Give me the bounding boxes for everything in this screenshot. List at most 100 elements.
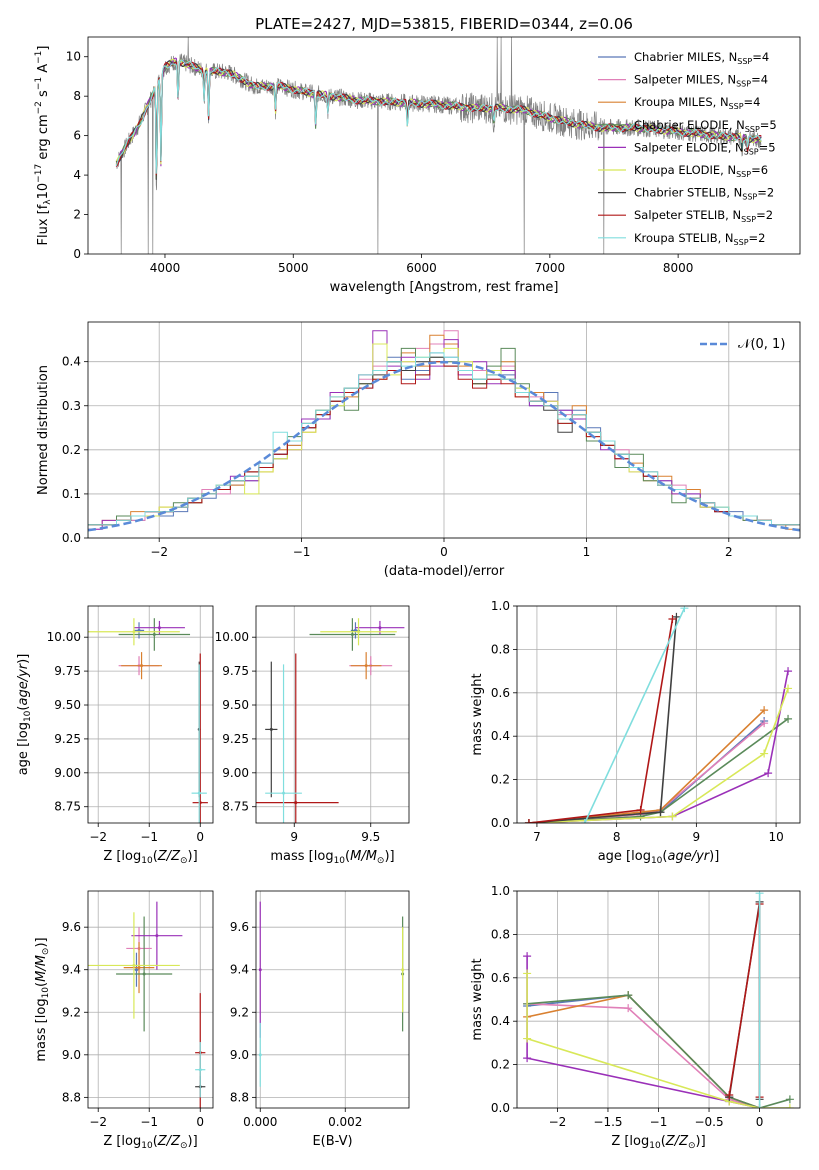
x-axis-label: mass [log10(M/M⊙)] xyxy=(270,849,394,866)
axes-spectrum: 4000 5000 6000 7000 8000 0 2 4 6 8 10 wavelength [A… xyxy=(34,36,801,295)
data-point xyxy=(269,727,273,731)
plus-marker xyxy=(784,714,793,723)
figure-title: PLATE=2427, MJD=53815, FIBERID=0344, z=0… xyxy=(255,15,633,33)
data-point xyxy=(142,972,146,976)
x-tick-label: 0.000 xyxy=(243,1115,277,1129)
label-part: =5 xyxy=(759,140,776,154)
y-tick-label: 4 xyxy=(73,168,81,182)
normal-reference-curve xyxy=(88,360,800,532)
axes-age_vs_mass: 9 9.5 8.75 9.00 9.25 9.50 9.75 10.00 mass [log10… xyxy=(215,605,410,866)
x-tick-label: 4000 xyxy=(150,261,181,275)
data-point xyxy=(152,632,156,636)
label-part: Kroupa STELIB, N xyxy=(634,231,734,245)
y-tick-label: 8 xyxy=(73,89,81,103)
axes-frame xyxy=(87,36,801,255)
axes-frame xyxy=(516,605,801,824)
y-axis-label: mass weight xyxy=(470,673,485,755)
label-part: 10 xyxy=(649,1141,661,1151)
y-tick-label: 8.8 xyxy=(230,1090,249,1104)
label-part: 10 xyxy=(23,710,33,722)
plus-marker xyxy=(680,606,689,613)
label-part: ( xyxy=(16,706,31,711)
y-tick-label: 0.2 xyxy=(491,1058,510,1072)
label-part: =2 xyxy=(756,208,773,222)
line-series-5 xyxy=(526,956,760,1108)
plot-area xyxy=(524,606,793,823)
label-part: ⊙ xyxy=(41,948,51,956)
y-tick-label: 10 xyxy=(66,50,81,64)
label-part: )] xyxy=(16,654,31,664)
label-part: mass [log xyxy=(34,998,49,1061)
label-part: ⊙ xyxy=(180,856,188,866)
x-tick-label: 7000 xyxy=(535,261,566,275)
y-tick-label: 9.50 xyxy=(54,698,81,712)
label-part: SSP xyxy=(737,57,752,66)
label-part: ( xyxy=(345,849,350,864)
plus-marker xyxy=(725,1090,734,1099)
grid xyxy=(88,891,213,1108)
data-point xyxy=(357,630,361,634)
y-tick-label: 9.75 xyxy=(54,664,81,678)
y-tick-label: 9.2 xyxy=(62,1005,81,1019)
data-point xyxy=(401,968,405,972)
plus-marker xyxy=(580,819,589,823)
line-series-9 xyxy=(584,607,686,823)
y-axis-label: Flux [fλ10−17 erg cm−2 s−1 A−1] xyxy=(34,46,53,246)
label-part: =2 xyxy=(757,186,774,200)
plus-marker xyxy=(760,749,769,758)
model-spectrum-9 xyxy=(115,59,762,174)
plus-marker xyxy=(636,805,645,814)
label-part: Chabrier ELODIE, N xyxy=(634,118,745,132)
plot-area xyxy=(523,891,794,1108)
grid xyxy=(517,890,800,1109)
plus-marker xyxy=(760,719,769,728)
y-tick-label: 10.00 xyxy=(215,630,249,644)
label-part: SSP xyxy=(745,125,760,134)
plus-marker xyxy=(624,991,633,1000)
label-part: M/M xyxy=(34,955,49,982)
label-part: Z [log xyxy=(103,1134,141,1149)
label-part: age [log xyxy=(598,849,651,864)
label-part: SSP xyxy=(734,238,749,247)
plus-marker xyxy=(524,819,533,823)
y-tick-label: 1.0 xyxy=(491,599,510,613)
y-tick-label: 0.0 xyxy=(491,1101,510,1115)
plot-area xyxy=(88,330,800,538)
label-part: =5 xyxy=(760,118,777,132)
x-tick-label: 9.5 xyxy=(361,830,380,844)
label-part: SSP xyxy=(736,170,751,179)
legend-label: Salpeter MILES, NSSP=4 xyxy=(634,73,768,89)
label-part: =4 xyxy=(751,73,768,87)
x-tick-label: −2 xyxy=(89,830,107,844)
label-part: SSP xyxy=(729,102,744,111)
plus-marker xyxy=(760,706,769,715)
y-tick-label: 6 xyxy=(73,129,81,143)
label-part: Kroupa MILES, N xyxy=(634,95,729,109)
axes-frame xyxy=(255,605,410,824)
x-tick-label: −1.5 xyxy=(593,1115,622,1129)
x-tick-label: 0 xyxy=(440,545,448,559)
plus-marker xyxy=(755,1104,764,1108)
label-part: ⊙ xyxy=(688,1141,696,1151)
y-tick-label: 1.0 xyxy=(491,884,510,898)
y-tick-label: 9.00 xyxy=(54,766,81,780)
x-tick-label: 8 xyxy=(613,830,621,844)
y-tick-label: 10.00 xyxy=(47,630,81,644)
axes-residual_histogram: −2 −1 0 1 2 0.0 0.1 0.2 0.3 0.4 𝒩(0, 1) (data-model… xyxy=(36,321,801,579)
line-series-6 xyxy=(528,688,789,823)
grid xyxy=(517,605,800,824)
data-point xyxy=(140,664,144,668)
legend-label: 𝒩(0, 1) xyxy=(738,337,785,352)
y-tick-label: 0.6 xyxy=(491,686,510,700)
label-part: −17 xyxy=(34,164,44,183)
label-part: age [log xyxy=(16,722,31,775)
y-tick-label: 8.8 xyxy=(62,1090,81,1104)
label-part: ( xyxy=(662,849,667,864)
label-part: )] xyxy=(188,849,198,864)
legend-label: Kroupa STELIB, NSSP=2 xyxy=(634,231,765,247)
data-point xyxy=(258,1053,262,1057)
plus-marker xyxy=(764,769,773,778)
y-tick-label: 0.1 xyxy=(62,487,81,501)
plus-marker xyxy=(785,1104,794,1108)
